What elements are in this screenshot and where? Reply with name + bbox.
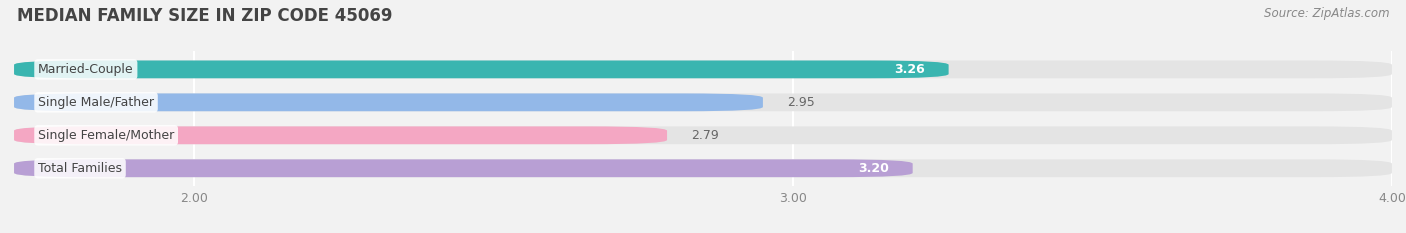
FancyBboxPatch shape: [14, 61, 1392, 78]
Text: 2.95: 2.95: [787, 96, 814, 109]
Text: Source: ZipAtlas.com: Source: ZipAtlas.com: [1264, 7, 1389, 20]
FancyBboxPatch shape: [14, 93, 763, 111]
FancyBboxPatch shape: [14, 159, 1392, 177]
Text: 3.26: 3.26: [894, 63, 925, 76]
FancyBboxPatch shape: [14, 127, 1392, 144]
Text: 3.20: 3.20: [858, 162, 889, 175]
Text: Single Female/Mother: Single Female/Mother: [38, 129, 174, 142]
Text: Total Families: Total Families: [38, 162, 122, 175]
FancyBboxPatch shape: [14, 159, 912, 177]
Text: Single Male/Father: Single Male/Father: [38, 96, 155, 109]
FancyBboxPatch shape: [14, 61, 949, 78]
FancyBboxPatch shape: [14, 127, 666, 144]
Text: 2.79: 2.79: [690, 129, 718, 142]
Text: MEDIAN FAMILY SIZE IN ZIP CODE 45069: MEDIAN FAMILY SIZE IN ZIP CODE 45069: [17, 7, 392, 25]
Text: Married-Couple: Married-Couple: [38, 63, 134, 76]
FancyBboxPatch shape: [14, 93, 1392, 111]
